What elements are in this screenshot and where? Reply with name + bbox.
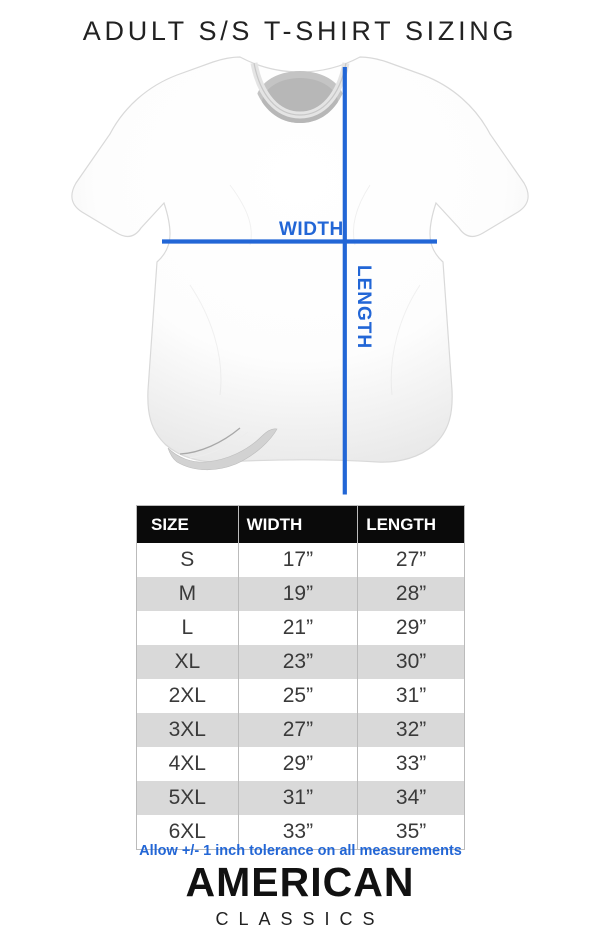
svg-text:WIDTH: WIDTH	[279, 219, 344, 240]
svg-text:LENGTH: LENGTH	[353, 265, 374, 349]
